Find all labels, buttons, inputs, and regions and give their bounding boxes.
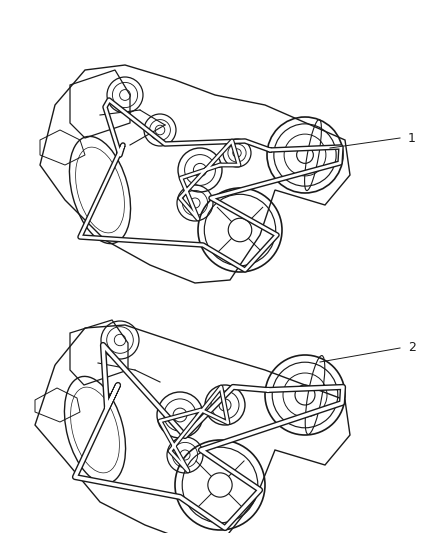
- Text: 1: 1: [407, 132, 415, 144]
- Text: 2: 2: [407, 342, 415, 354]
